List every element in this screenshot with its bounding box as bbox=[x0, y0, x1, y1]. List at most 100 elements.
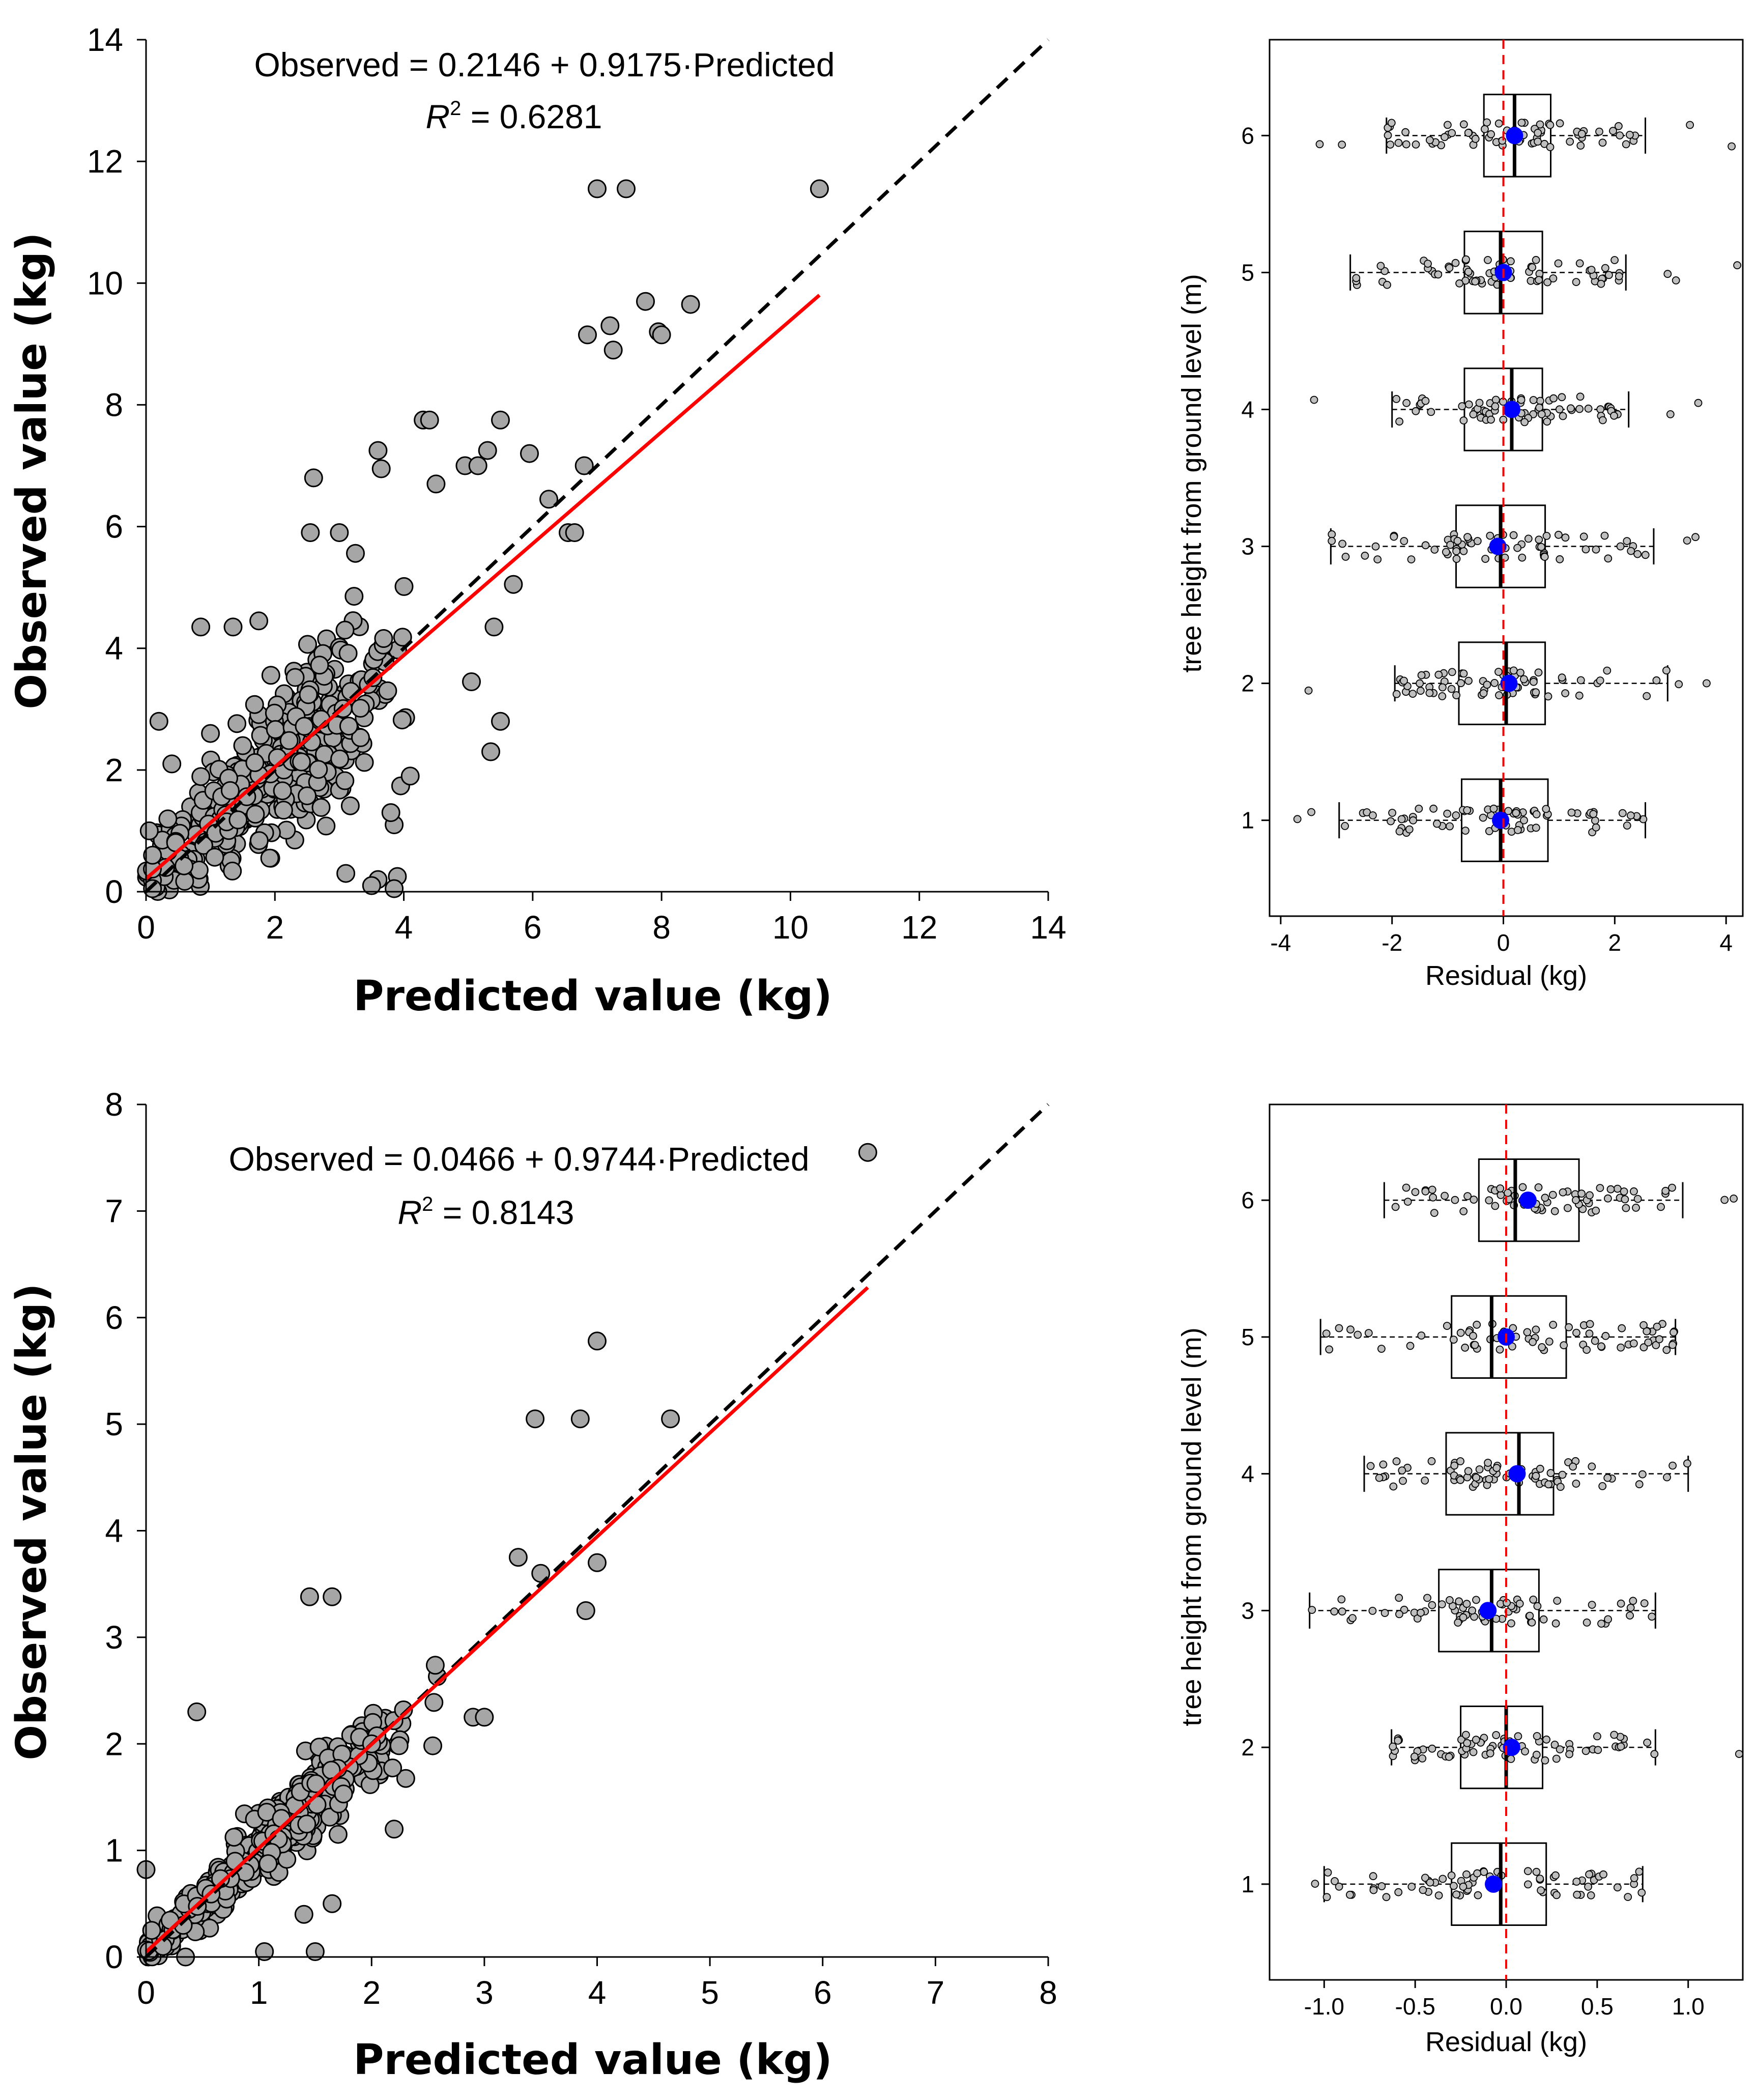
y-tick-label: 6 bbox=[1241, 122, 1254, 149]
data-point bbox=[858, 1143, 877, 1162]
residual-point bbox=[1536, 396, 1544, 405]
residual-point bbox=[1386, 140, 1395, 149]
residual-point bbox=[1473, 1869, 1482, 1878]
mean-marker bbox=[1503, 1739, 1520, 1756]
residual-point bbox=[1585, 1870, 1594, 1879]
residual-point bbox=[1402, 399, 1411, 407]
residual-point bbox=[1364, 1329, 1373, 1338]
data-point bbox=[636, 292, 655, 311]
outlier-point bbox=[1733, 261, 1742, 270]
residual-point bbox=[1438, 692, 1447, 700]
residual-point bbox=[1452, 1890, 1461, 1899]
data-point bbox=[304, 468, 323, 488]
y-axis-title: Observed value (kg) bbox=[8, 232, 56, 709]
residual-point bbox=[1556, 555, 1564, 563]
residual-point bbox=[1509, 531, 1518, 540]
residual-point bbox=[1517, 119, 1526, 127]
residual-point bbox=[1515, 1599, 1524, 1608]
scatter-lines bbox=[145, 38, 1050, 893]
residual-point bbox=[1586, 1320, 1594, 1328]
residual-point bbox=[1533, 1602, 1542, 1610]
residual-point bbox=[1441, 133, 1449, 141]
residual-point bbox=[1556, 1745, 1564, 1754]
residual-point bbox=[1392, 690, 1401, 698]
data-point bbox=[285, 668, 305, 687]
residual-point bbox=[1322, 1893, 1331, 1902]
residual-point bbox=[1447, 685, 1456, 693]
residual-point bbox=[1629, 1597, 1637, 1605]
outlier-point bbox=[1675, 680, 1683, 689]
residual-point bbox=[1470, 1196, 1478, 1204]
residual-point bbox=[1445, 264, 1454, 272]
residual-point bbox=[1429, 804, 1438, 813]
data-point bbox=[339, 717, 358, 736]
residual-point bbox=[1532, 256, 1540, 264]
data-point bbox=[274, 801, 293, 820]
data-point bbox=[279, 731, 299, 750]
residual-point bbox=[1328, 530, 1336, 538]
mean-marker bbox=[1489, 537, 1507, 555]
residual-point bbox=[1609, 127, 1617, 135]
outlier-point bbox=[1338, 140, 1346, 149]
residual-point bbox=[1613, 1184, 1622, 1193]
residual-point bbox=[1430, 1209, 1438, 1217]
residual-point bbox=[1668, 1183, 1676, 1192]
residual-point bbox=[1338, 1607, 1346, 1616]
residual-point bbox=[1427, 408, 1435, 416]
residual-point bbox=[1416, 687, 1425, 695]
data-point bbox=[328, 1825, 348, 1844]
residual-point bbox=[1610, 411, 1618, 420]
residual-point bbox=[1438, 1875, 1447, 1883]
boxplot-tick-labels: -4 -2 0 2 4 1 2 3 4 5 6 bbox=[1241, 122, 1733, 956]
residual-point bbox=[1535, 403, 1544, 412]
residual-point bbox=[1395, 417, 1404, 426]
residual-point bbox=[1443, 1322, 1451, 1330]
mean-marker bbox=[1479, 1602, 1497, 1620]
residual-point bbox=[1496, 1184, 1505, 1193]
residual-point bbox=[1641, 551, 1650, 559]
residual-point bbox=[1536, 1875, 1544, 1883]
residual-point bbox=[1473, 1320, 1481, 1329]
x-tick-label: 7 bbox=[927, 1974, 945, 2011]
residual-point bbox=[1328, 536, 1336, 545]
residual-point bbox=[1468, 1606, 1477, 1615]
residual-point bbox=[1534, 137, 1542, 146]
outlier-point bbox=[1735, 1750, 1743, 1758]
data-point bbox=[423, 1736, 442, 1755]
residual-point bbox=[1464, 400, 1473, 409]
data-point bbox=[143, 845, 162, 865]
residual-point bbox=[1451, 259, 1460, 267]
data-point bbox=[394, 577, 414, 596]
residual-point bbox=[1599, 1870, 1607, 1879]
regression-line bbox=[145, 294, 821, 880]
residual-point bbox=[1492, 1731, 1501, 1739]
data-point bbox=[233, 736, 252, 755]
residual-point bbox=[1379, 1460, 1388, 1469]
residual-point bbox=[1576, 392, 1585, 401]
residual-point bbox=[1615, 272, 1623, 280]
residual-point bbox=[1387, 119, 1396, 127]
residual-point bbox=[1454, 1619, 1462, 1627]
residual-point bbox=[1411, 1188, 1420, 1197]
residual-point bbox=[1597, 279, 1605, 288]
y-tick-label: 1 bbox=[105, 1832, 123, 1869]
regression-equation: Observed = 0.2146 + 0.9175·Predicted bbox=[254, 46, 835, 83]
residual-point bbox=[1410, 1752, 1419, 1761]
residual-point bbox=[1544, 692, 1552, 701]
residual-point bbox=[1450, 1461, 1459, 1470]
residual-point bbox=[1371, 542, 1380, 551]
residual-point bbox=[1417, 671, 1426, 679]
x-tick-label: 4 bbox=[395, 909, 413, 946]
residual-point bbox=[1639, 1343, 1648, 1352]
residual-point bbox=[1446, 541, 1455, 549]
y-tick-label: 4 bbox=[105, 630, 123, 667]
residual-point bbox=[1406, 1342, 1415, 1350]
residual-point bbox=[1532, 688, 1540, 697]
data-point bbox=[578, 325, 597, 345]
data-point bbox=[245, 753, 265, 772]
residual-point bbox=[1433, 819, 1441, 828]
data-point bbox=[565, 523, 584, 542]
y-tick-label: 6 bbox=[105, 1299, 123, 1336]
residual-point bbox=[1593, 1732, 1601, 1741]
